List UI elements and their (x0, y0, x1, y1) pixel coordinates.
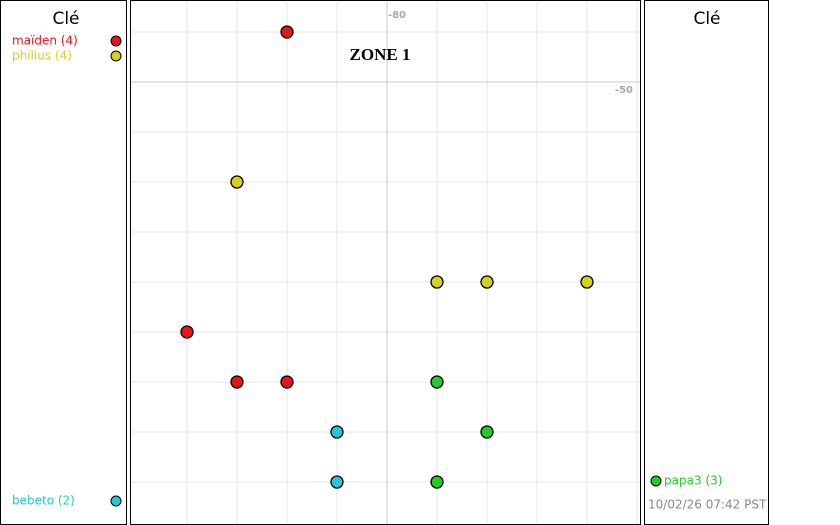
point (480, 425, 494, 439)
legend-label: bebeto (2) (12, 494, 75, 508)
point (430, 475, 444, 489)
plot: -80 -50 (131, 2, 640, 524)
point (580, 275, 594, 289)
chart-title: ZONE 1 (350, 45, 411, 64)
legend-marker (110, 495, 122, 507)
point (230, 175, 244, 189)
point (430, 275, 444, 289)
point (480, 275, 494, 289)
legend-label: philius (4) (12, 49, 72, 63)
left-legend-panel (0, 0, 127, 525)
legend-marker (110, 50, 122, 62)
plot-panel (130, 0, 641, 525)
legend-title: Clé (693, 9, 720, 29)
x-tick-label: -80 (388, 10, 406, 21)
timestamp: 10/02/26 07:42 PST (648, 498, 767, 512)
legend-label: maïden (4) (12, 34, 78, 48)
point (330, 425, 344, 439)
point (230, 375, 244, 389)
legend-marker (650, 475, 662, 487)
right-legend-panel (644, 0, 769, 525)
point (430, 375, 444, 389)
point (280, 25, 294, 39)
y-tick-label: -50 (615, 85, 633, 96)
point (280, 375, 294, 389)
legend-label: papa3 (3) (664, 474, 722, 488)
point (330, 475, 344, 489)
legend-title: Clé (52, 9, 79, 29)
legend-marker (110, 35, 122, 47)
point (180, 325, 194, 339)
